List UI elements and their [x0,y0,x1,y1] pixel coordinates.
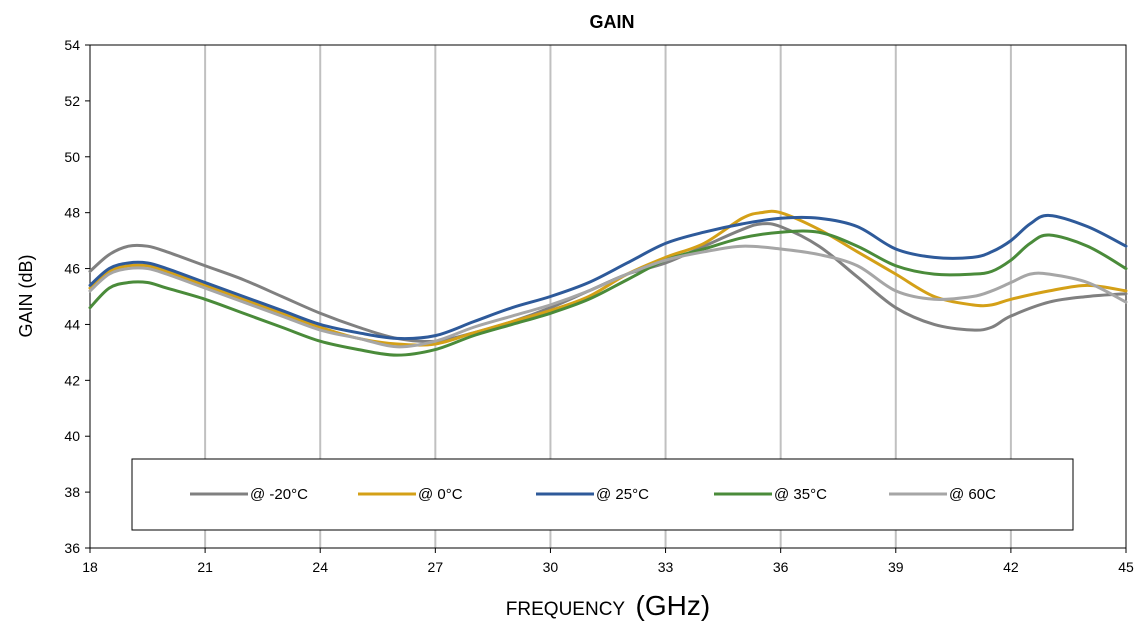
legend-label-4: @ 35°C [774,486,827,503]
y-tick-label: 38 [64,484,80,500]
y-tick-label: 42 [64,372,80,388]
x-tick-label: 36 [773,559,789,575]
x-tick-label: 45 [1118,559,1134,575]
x-tick-label: 24 [312,559,328,575]
gridlines [204,45,1012,548]
legend-label-2: @ 0°C [418,486,463,503]
legend-label-1: @ -20°C [250,486,308,503]
y-axis-ticks: 36 38 40 42 44 46 48 50 52 54 [64,37,90,556]
series-line-5 [88,244,1128,349]
x-axis-label-unit: (GHz) [636,590,711,621]
x-axis-ticks: 18 21 24 27 30 33 36 39 42 45 [82,548,1134,575]
x-axis-label-text: FREQUENCY [506,599,626,620]
x-tick-label: 30 [543,559,559,575]
y-tick-label: 48 [64,205,80,221]
y-tick-label: 54 [64,37,80,53]
series-line-2 [88,209,1128,347]
series-line-3 [88,213,1128,341]
plot-area-border [89,44,1127,549]
legend: @ -20°C @ 0°C @ 25°C @ 35°C @ 60C [131,458,1074,531]
legend-label-5: @ 60C [949,486,996,503]
x-tick-label: 18 [82,559,98,575]
y-tick-label: 52 [64,93,80,109]
x-tick-label: 33 [658,559,674,575]
series-line-4 [88,229,1128,357]
x-tick-label: 27 [428,559,444,575]
x-tick-label: 21 [197,559,213,575]
y-tick-label: 50 [64,149,80,165]
y-tick-label: 36 [64,540,80,556]
legend-label-3: @ 25°C [596,486,649,503]
x-tick-label: 39 [888,559,904,575]
y-axis-label: GAIN (dB) [16,254,36,337]
x-tick-label: 42 [1003,559,1019,575]
x-axis-label: FREQUENCY (GHz) [506,590,710,621]
chart-title: GAIN [590,12,635,32]
series-group [88,209,1128,357]
y-tick-label: 46 [64,261,80,277]
y-tick-label: 40 [64,428,80,444]
y-tick-label: 44 [64,316,80,332]
